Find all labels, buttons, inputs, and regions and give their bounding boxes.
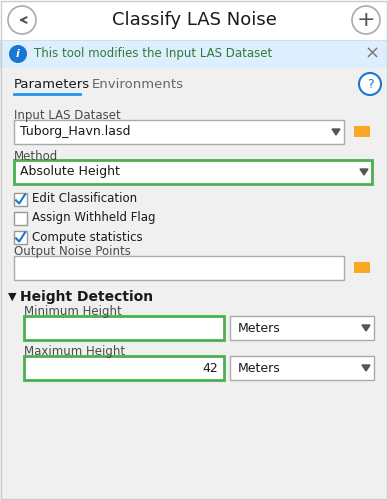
Polygon shape: [332, 129, 340, 135]
Text: ×: ×: [364, 45, 379, 63]
Bar: [0, 40, 388, 68]
Text: Minimum Height: Minimum Height: [24, 306, 122, 318]
Bar: [0, 68, 388, 100]
Text: Edit Classification: Edit Classification: [32, 192, 137, 205]
Text: ▼: ▼: [8, 292, 17, 302]
Bar: [230, 316, 374, 340]
Circle shape: [352, 6, 380, 34]
Text: This tool modifies the Input LAS Dataset: This tool modifies the Input LAS Dataset: [34, 48, 272, 60]
Circle shape: [359, 73, 381, 95]
Bar: [354, 126, 362, 129]
Bar: [14, 212, 27, 224]
Text: i: i: [16, 49, 20, 59]
Text: Environments: Environments: [92, 78, 184, 90]
Circle shape: [9, 45, 27, 63]
Bar: [14, 256, 344, 280]
Bar: [0, 100, 388, 500]
Bar: [230, 356, 374, 380]
Bar: [354, 126, 370, 137]
Text: 42: 42: [202, 362, 218, 374]
Text: Meters: Meters: [238, 362, 281, 374]
Text: Absolute Height: Absolute Height: [20, 166, 120, 178]
Text: ?: ?: [367, 78, 373, 90]
Text: Height Detection: Height Detection: [20, 290, 153, 304]
Circle shape: [8, 6, 36, 34]
Polygon shape: [362, 365, 370, 371]
Text: Meters: Meters: [238, 322, 281, 334]
Text: Input LAS Dataset: Input LAS Dataset: [14, 108, 121, 122]
Bar: [14, 120, 344, 144]
Bar: [24, 356, 224, 380]
Bar: [14, 230, 27, 243]
Bar: [14, 160, 372, 184]
Bar: [14, 192, 27, 205]
Text: Assign Withheld Flag: Assign Withheld Flag: [32, 212, 156, 224]
Text: Method: Method: [14, 150, 58, 162]
Bar: [24, 316, 224, 340]
Polygon shape: [360, 169, 368, 175]
Text: Tuborg_Havn.lasd: Tuborg_Havn.lasd: [20, 126, 130, 138]
Polygon shape: [362, 325, 370, 331]
Text: Parameters: Parameters: [14, 78, 90, 90]
Bar: [0, 0, 388, 40]
Text: +: +: [357, 10, 375, 30]
Bar: [354, 262, 370, 273]
Bar: [354, 262, 362, 265]
Text: Classify LAS Noise: Classify LAS Noise: [112, 11, 276, 29]
Text: Compute statistics: Compute statistics: [32, 230, 143, 243]
Text: Maximum Height: Maximum Height: [24, 346, 125, 358]
Text: Output Noise Points: Output Noise Points: [14, 244, 131, 258]
